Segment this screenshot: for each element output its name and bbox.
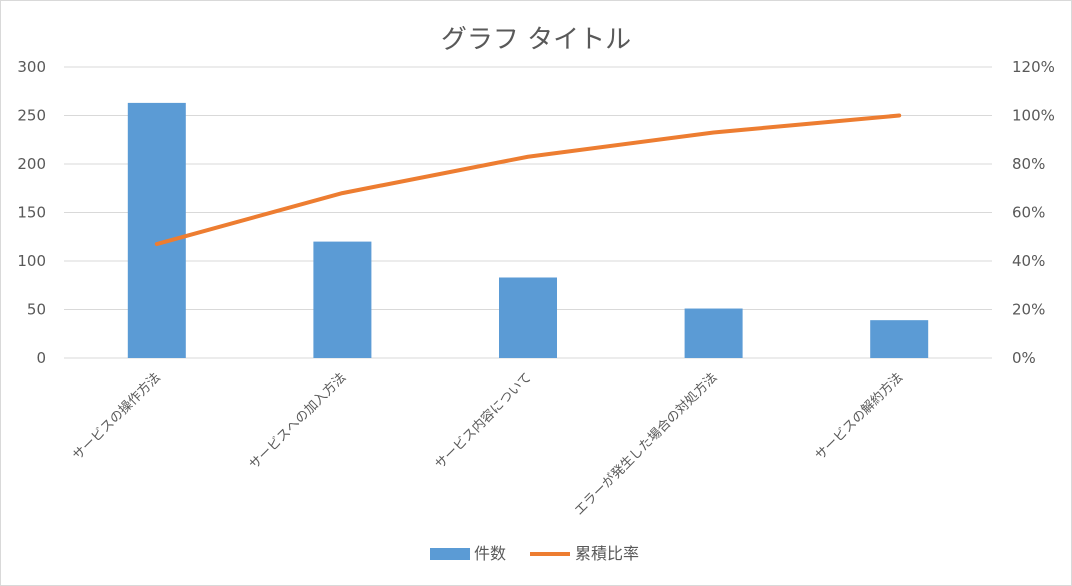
category-label: エラーが発生した場合の対処方法 <box>571 370 720 519</box>
legend-swatch-bar <box>430 548 470 560</box>
category-label: サービス内容について <box>432 370 535 473</box>
left-tick-label: 150 <box>17 204 46 222</box>
right-tick-label: 0% <box>1012 349 1036 367</box>
left-axis-ticks: 0 50 100 150 200 250 300 <box>17 58 46 367</box>
line-series <box>154 113 902 247</box>
right-tick-label: 80% <box>1012 155 1045 173</box>
right-tick-label: 20% <box>1012 301 1045 319</box>
right-tick-label: 100% <box>1012 107 1055 125</box>
cumulative-line <box>154 113 902 247</box>
right-tick-label: 60% <box>1012 204 1045 222</box>
left-tick-label: 100 <box>17 252 46 270</box>
right-tick-label: 120% <box>1012 58 1055 76</box>
right-axis-ticks: 0% 20% 40% 60% 80% 100% 120% <box>1012 58 1055 367</box>
legend: 件数 累積比率 <box>430 544 639 563</box>
left-tick-label: 200 <box>17 155 46 173</box>
chart-title: グラフ タイトル <box>441 25 631 55</box>
bar <box>499 277 557 358</box>
bar <box>684 308 743 358</box>
bar <box>127 102 186 358</box>
left-tick-label: 50 <box>27 301 46 319</box>
bar-series <box>127 102 929 358</box>
category-labels: サービスの操作方法 サービスへの加入方法 サービス内容について エラーが発生した場合の… <box>70 370 906 519</box>
legend-label-bar: 件数 <box>474 544 506 563</box>
legend-label-line: 累積比率 <box>575 544 639 563</box>
bar <box>313 241 372 358</box>
category-label: サービスの解約方法 <box>812 370 906 464</box>
bar <box>870 320 929 358</box>
left-tick-label: 250 <box>17 107 46 125</box>
gridlines <box>64 66 992 359</box>
right-tick-label: 40% <box>1012 252 1045 270</box>
category-label: サービスへの加入方法 <box>246 370 349 473</box>
left-tick-label: 0 <box>36 349 46 367</box>
category-label: サービスの操作方法 <box>70 370 164 464</box>
left-tick-label: 300 <box>17 58 46 76</box>
